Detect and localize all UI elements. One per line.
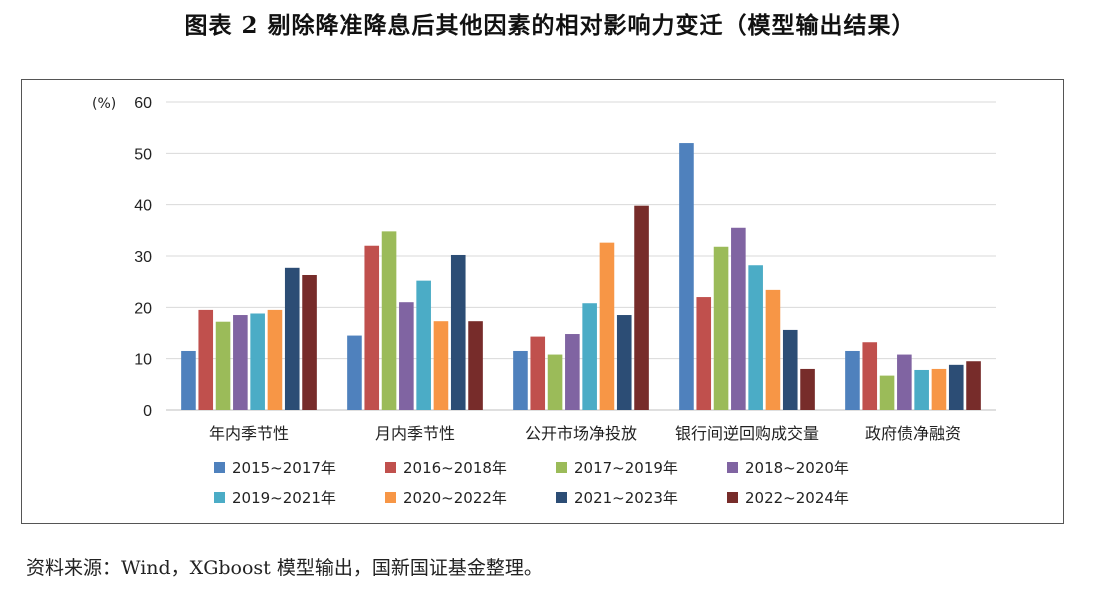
bar (931, 368, 947, 410)
y-tick-label: 0 (143, 403, 152, 420)
bar (800, 368, 815, 410)
legend-label: 2016~2018年 (403, 459, 507, 477)
legend-swatch (727, 462, 738, 473)
legend-label: 2015~2017年 (232, 459, 336, 477)
bar (530, 336, 546, 410)
bar (696, 297, 712, 410)
y-tick-label: 30 (134, 249, 152, 266)
legend-label: 2020~2022年 (403, 489, 507, 507)
bar (399, 302, 414, 410)
bar (565, 334, 580, 410)
bar (198, 309, 214, 410)
bar (966, 361, 981, 410)
bar (468, 321, 483, 410)
bar (181, 350, 196, 410)
legend-label: 2017~2019年 (574, 459, 678, 477)
y-tick-label: 40 (134, 198, 152, 215)
bar (450, 254, 466, 410)
legend-label: 2019~2021年 (232, 489, 336, 507)
bar (862, 342, 878, 410)
legend-swatch (727, 492, 738, 503)
legend-swatch (385, 462, 396, 473)
bar (713, 246, 729, 410)
y-tick-label: 10 (134, 352, 152, 369)
bar (845, 350, 860, 410)
bar (748, 265, 763, 410)
bar (582, 303, 597, 410)
x-category-label: 银行间逆回购成交量 (675, 424, 819, 443)
x-category-label: 政府债净融资 (865, 424, 961, 443)
y-tick-label: 20 (134, 300, 152, 317)
bar (897, 354, 912, 410)
legend-label: 2021~2023年 (574, 489, 678, 507)
y-tick-label: 50 (134, 146, 152, 163)
bar (616, 315, 632, 410)
bar (679, 143, 694, 411)
chart-title: 图表 2 剔除降准降息后其他因素的相对影响力变迁（模型输出结果） (184, 12, 916, 39)
bar (731, 227, 746, 410)
bar (433, 321, 449, 410)
legend-label: 2022~2024年 (745, 489, 849, 507)
legend-swatch (385, 492, 396, 503)
bar (347, 335, 362, 410)
legend-swatch (214, 492, 225, 503)
x-category-label: 公开市场净投放 (525, 424, 637, 443)
legend-swatch (556, 462, 567, 473)
bar (765, 289, 781, 410)
x-category-label: 月内季节性 (375, 424, 455, 443)
bar (284, 267, 300, 410)
bar (914, 369, 929, 410)
x-category-label: 年内季节性 (209, 424, 289, 443)
bar (416, 280, 431, 410)
source-note: 资料来源：Wind，XGboost 模型输出，国新国证基金整理。 (26, 557, 543, 579)
bar (948, 364, 964, 410)
bar (879, 375, 895, 410)
legend-label: 2018~2020年 (745, 459, 849, 477)
bar (302, 274, 317, 410)
bar (599, 242, 615, 410)
bar (782, 329, 798, 410)
bar (215, 321, 231, 410)
bar (267, 309, 283, 410)
bar (233, 315, 248, 410)
bar (513, 350, 528, 410)
chart-frame (21, 79, 1064, 524)
bar (634, 205, 649, 410)
legend-swatch (556, 492, 567, 503)
y-tick-label: 60 (134, 95, 152, 112)
bar (250, 313, 265, 410)
bar (381, 231, 397, 410)
bar (364, 245, 380, 410)
legend-swatch (214, 462, 225, 473)
bar (547, 354, 563, 410)
y-axis-unit: (%) (92, 96, 116, 112)
